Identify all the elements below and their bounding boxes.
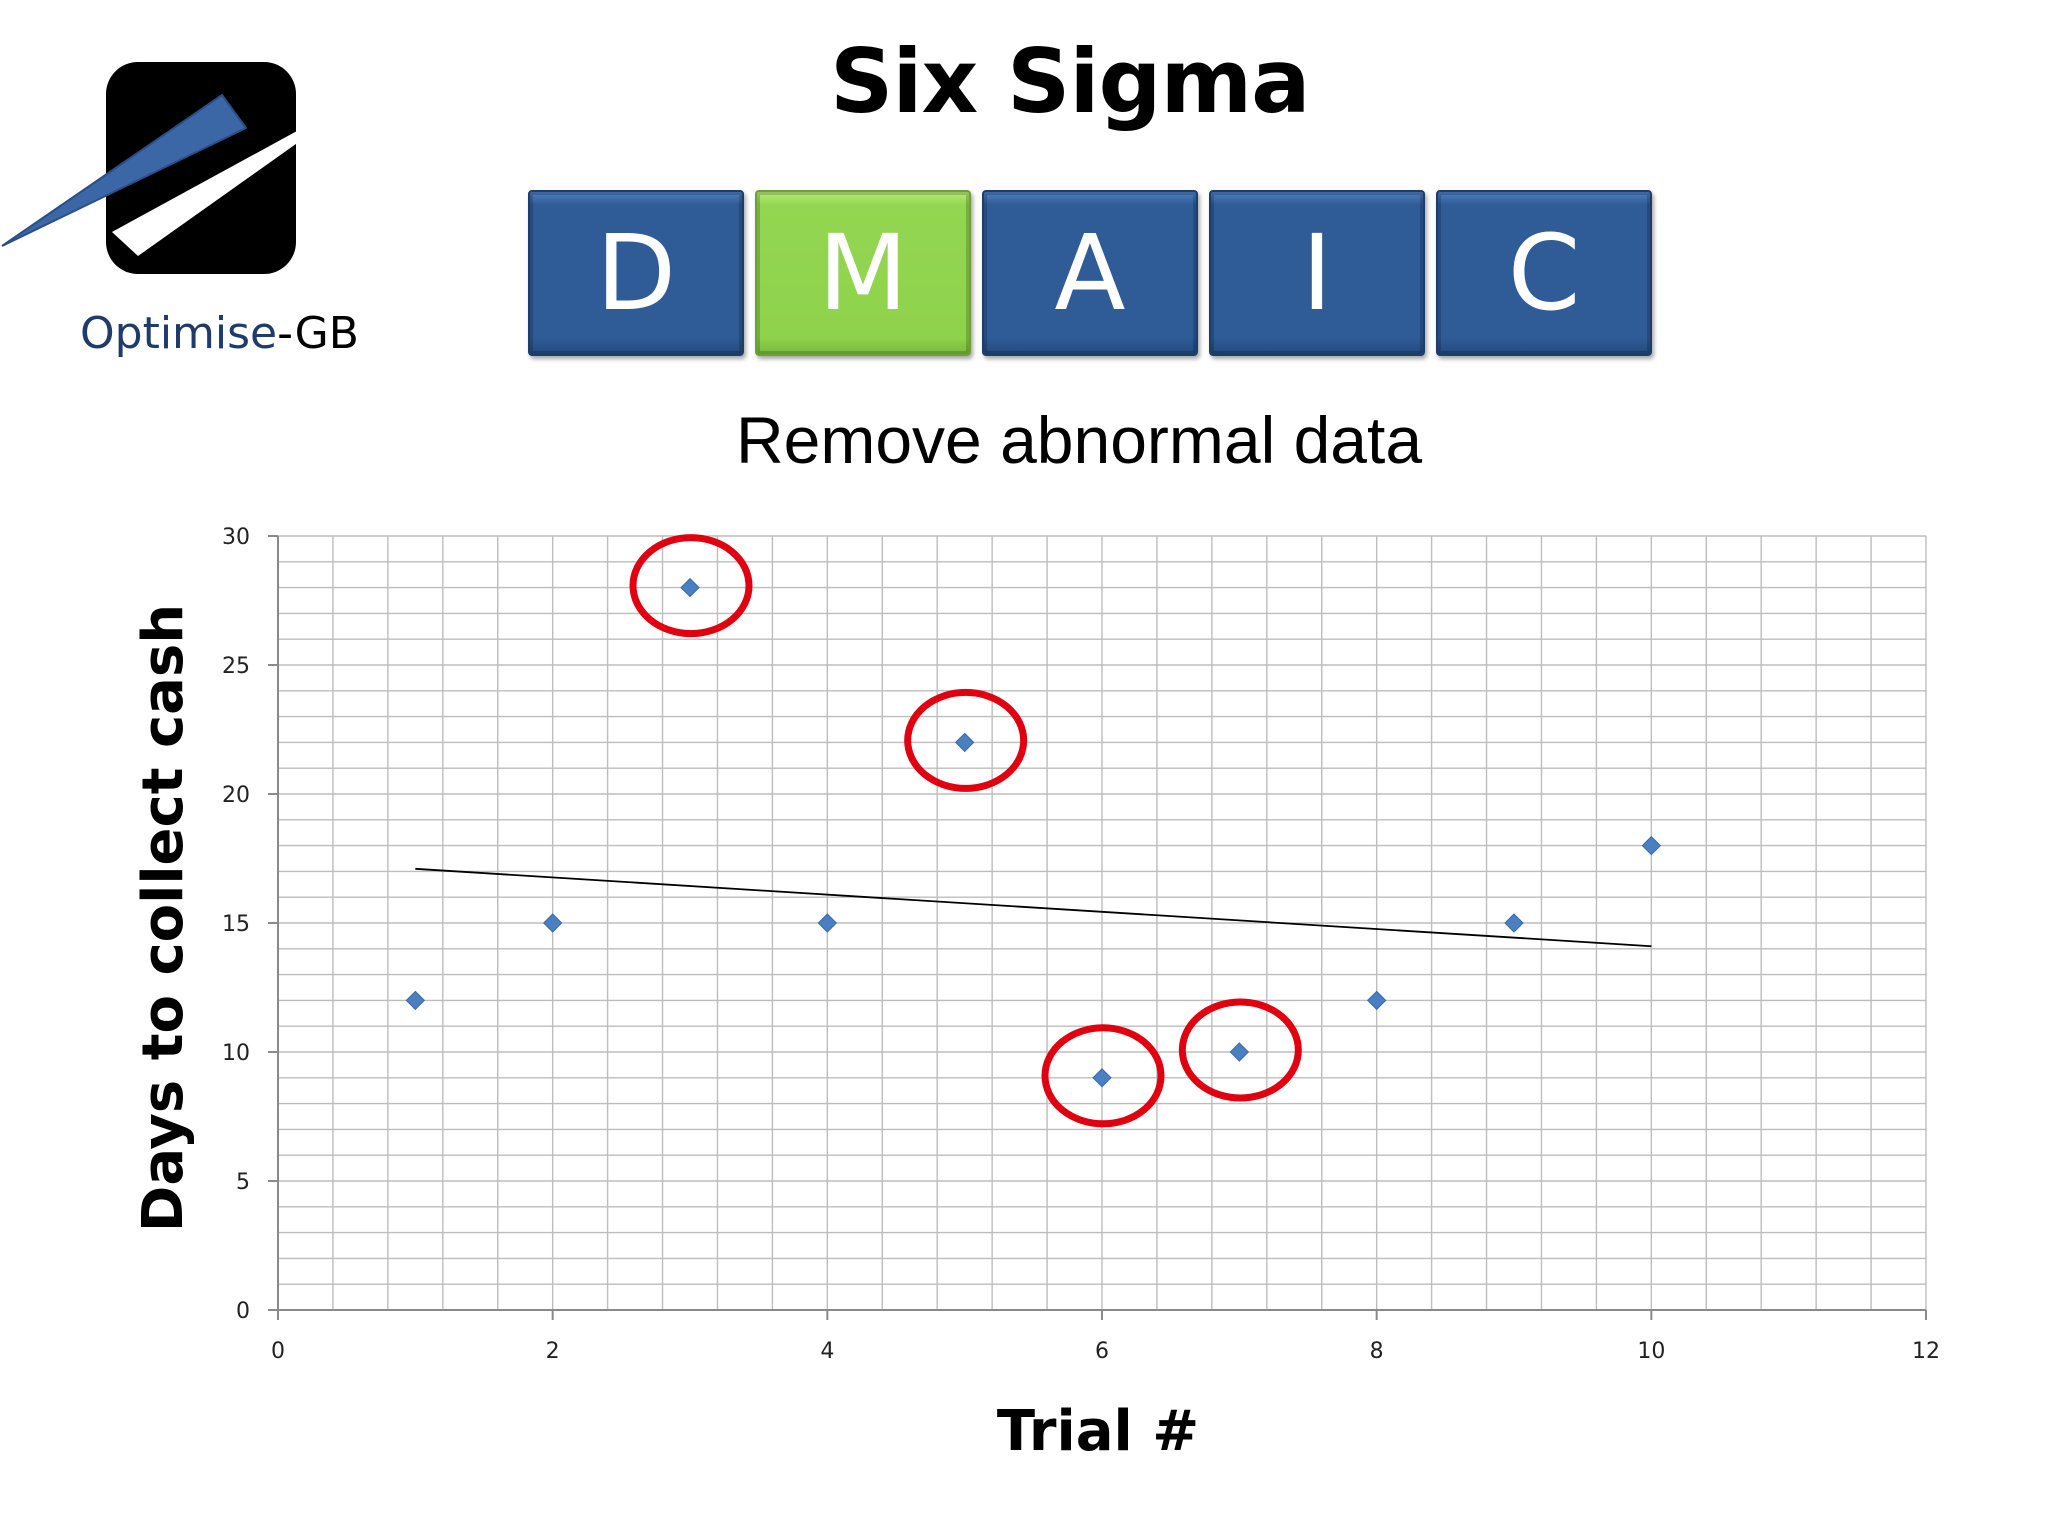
y-tick-label: 5 [236, 1170, 250, 1195]
data-point [1641, 835, 1662, 856]
dmaic-phase-bar: D M A I C [528, 190, 1652, 360]
y-tick-label: 25 [222, 654, 250, 679]
logo-wordmark-accent: Optimise [80, 308, 278, 359]
y-tick-label: 0 [236, 1299, 250, 1324]
data-point [1504, 913, 1524, 933]
phase-box-analyse: A [982, 190, 1198, 356]
y-axis-title: Days to collect cash [131, 604, 196, 1232]
phase-letter-a: A [1054, 212, 1126, 334]
x-tick-label: 2 [546, 1339, 560, 1364]
x-tick-label: 12 [1912, 1339, 1940, 1364]
logo-wordmark: Optimise-GB [80, 308, 359, 359]
optimise-gb-logo [1, 62, 372, 274]
phase-letter-d: D [595, 212, 677, 334]
phase-box-improve: I [1209, 190, 1425, 356]
data-point [405, 990, 426, 1011]
logo-wordmark-rest: -GB [277, 308, 359, 359]
y-tick-label: 30 [222, 525, 250, 550]
phase-box-define: D [528, 190, 744, 356]
x-tick-label: 4 [820, 1339, 834, 1364]
x-tick-label: 6 [1095, 1339, 1109, 1364]
phase-letter-c: C [1507, 212, 1581, 334]
chart-trendline-group [415, 867, 1652, 948]
x-tick-label: 10 [1637, 1339, 1665, 1364]
scatter-chart: 0 2 4 6 8 10 12 0 5 10 15 20 25 30 Trial # Days to co… [131, 525, 1940, 1464]
phase-box-measure: M [755, 190, 971, 356]
chart-grid [277, 535, 1927, 1311]
data-point [1229, 1042, 1250, 1062]
data-point [1366, 990, 1387, 1011]
chart-tick-labels: 0 2 4 6 8 10 12 0 5 10 15 20 25 30 [222, 525, 1940, 1364]
y-tick-label: 15 [222, 912, 250, 937]
y-tick-label: 10 [222, 1041, 250, 1066]
chart-highlights [629, 534, 1302, 1128]
abnormal-point-circle [1041, 1024, 1165, 1128]
abnormal-point-circle [904, 688, 1028, 792]
data-point [954, 732, 975, 753]
phase-box-control: C [1436, 190, 1652, 356]
phase-letter-i: I [1301, 212, 1333, 334]
slide-subtitle: Remove abnormal data [736, 403, 1423, 477]
chart-points [405, 577, 1662, 1088]
data-point [542, 913, 563, 933]
page-title: Six Sigma [830, 30, 1311, 133]
y-tick-label: 20 [222, 783, 250, 808]
trendline [415, 867, 1652, 948]
data-point [1092, 1068, 1112, 1088]
data-point [680, 577, 700, 598]
x-tick-label: 0 [271, 1339, 285, 1364]
data-point [817, 913, 838, 933]
x-tick-label: 8 [1370, 1339, 1384, 1364]
phase-letter-m: M [818, 212, 908, 334]
abnormal-point-circle [629, 534, 753, 638]
x-axis-title: Trial # [997, 1399, 1199, 1464]
abnormal-point-circle [1178, 998, 1302, 1102]
